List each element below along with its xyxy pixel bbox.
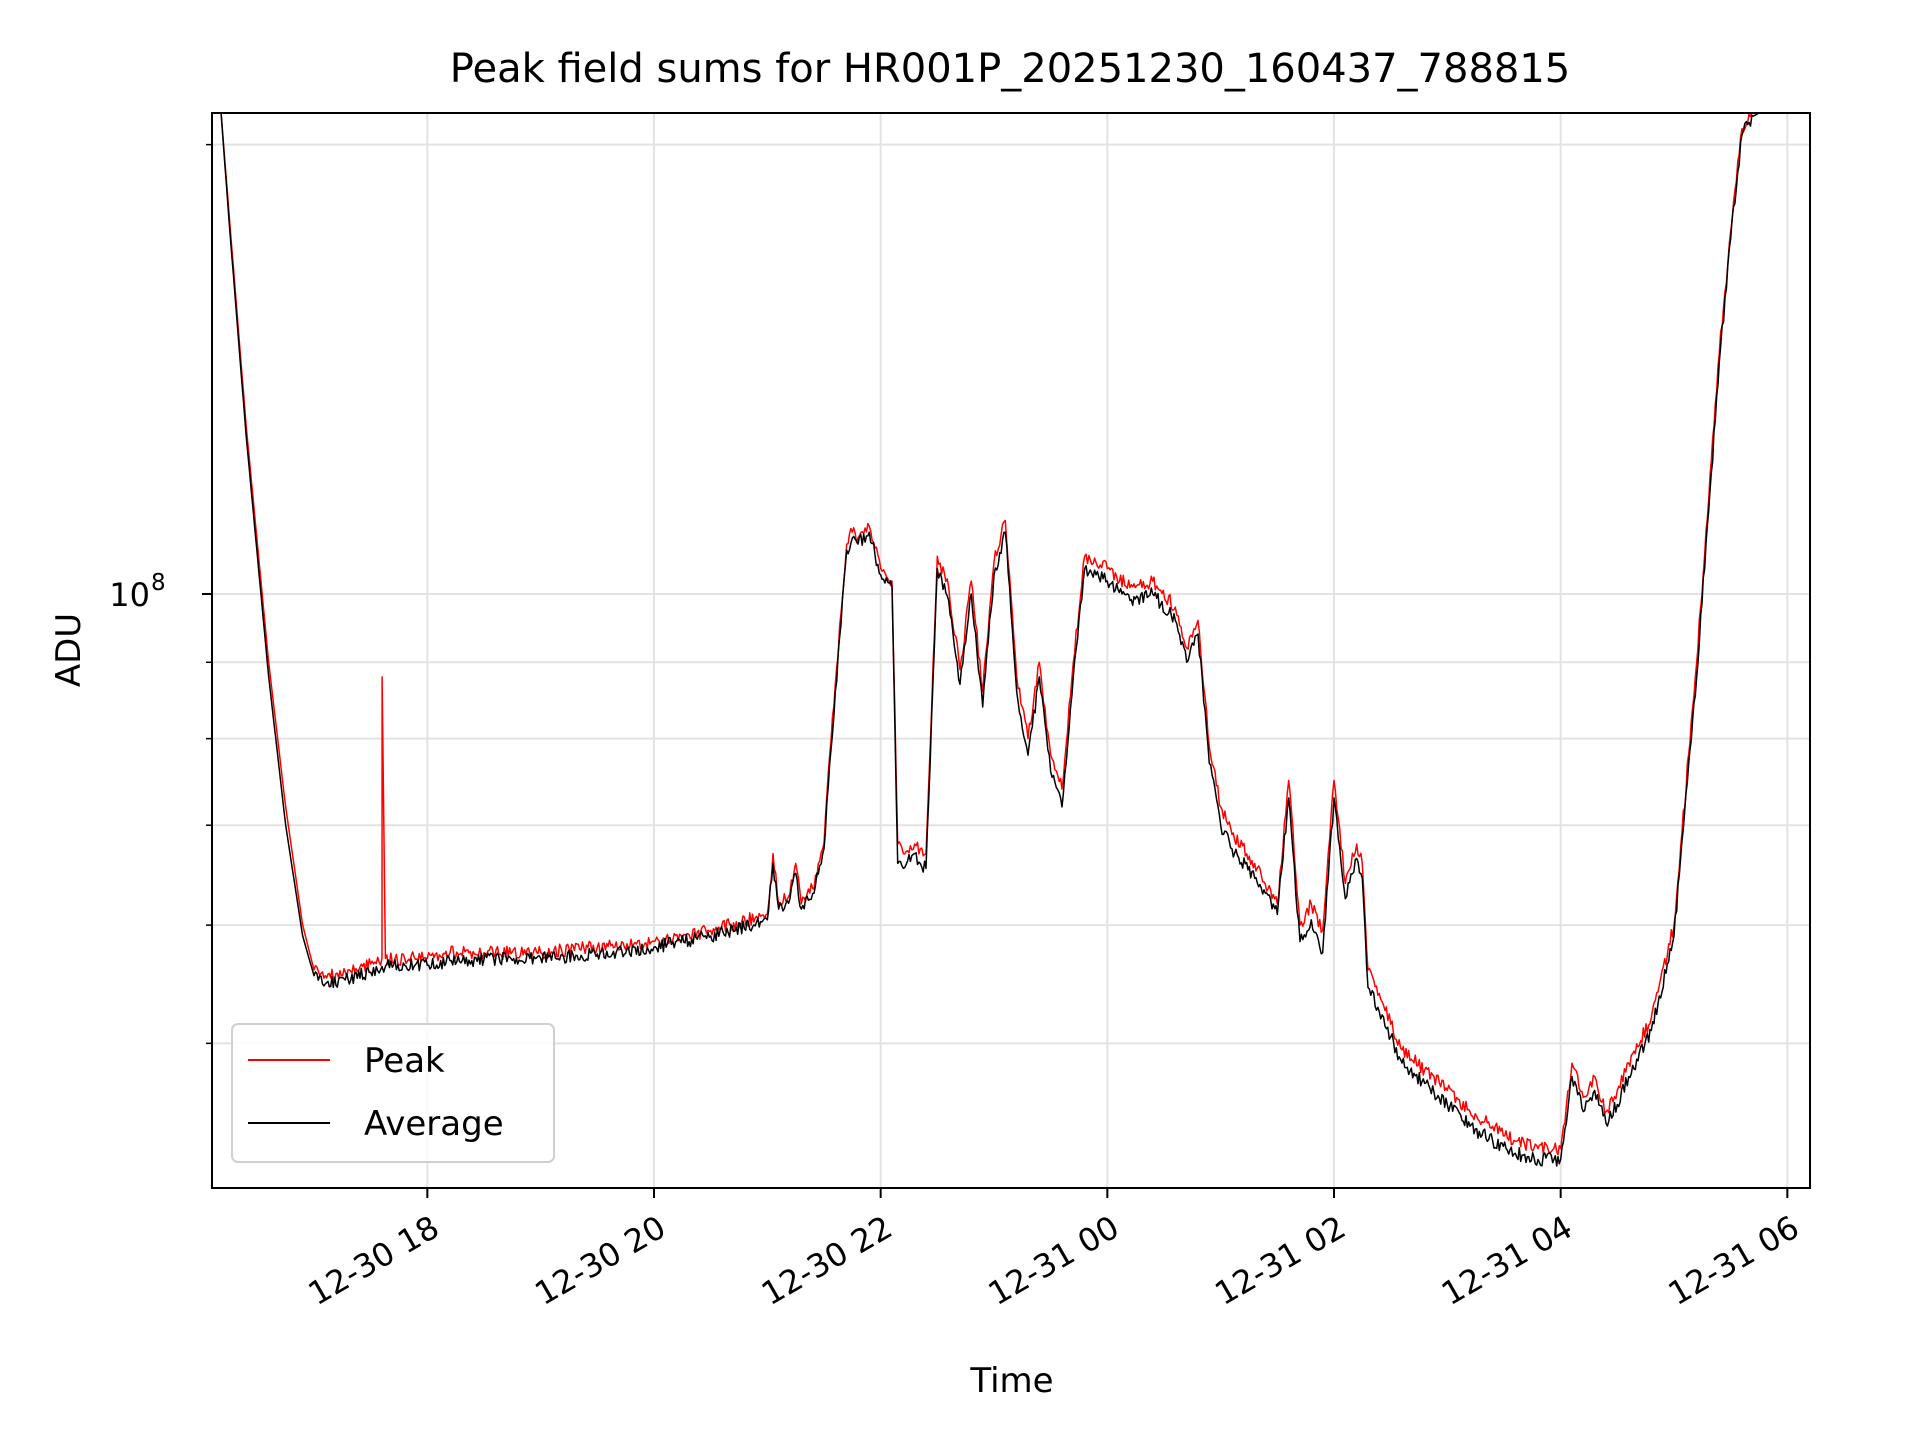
series-line-peak	[220, 113, 1793, 1156]
legend-average-label: Average	[364, 1104, 504, 1144]
plot-series	[220, 113, 1793, 1167]
y-tick-label-exponent: 8	[151, 570, 166, 596]
y-axis-ticks: 10 8	[109, 143, 212, 1045]
legend-peak-label: Peak	[364, 1041, 445, 1081]
axes-frame	[211, 112, 1811, 1189]
y-tick-label: 10	[109, 576, 150, 614]
y-axis-label: ADU	[49, 613, 89, 687]
series-line-average	[220, 113, 1793, 1167]
chart-title: Peak field sums for HR001P_20251230_1604…	[450, 46, 1570, 92]
legend-frame	[231, 1023, 555, 1163]
x-axis-label: Time	[969, 1361, 1053, 1401]
legend: Peak Average	[231, 1023, 555, 1163]
